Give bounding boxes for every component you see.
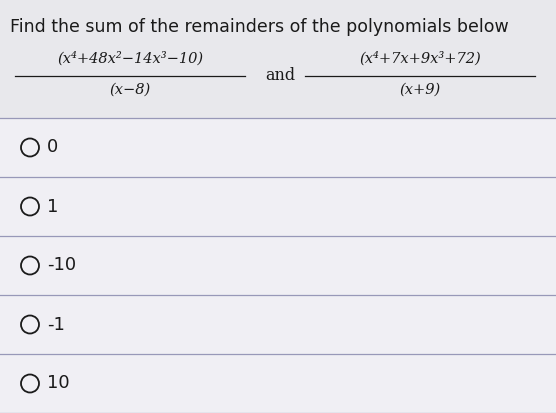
- Text: (x⁴+7x+9x³+72): (x⁴+7x+9x³+72): [359, 51, 481, 65]
- Text: 0: 0: [47, 138, 58, 157]
- Text: -10: -10: [47, 256, 76, 275]
- Bar: [0, 118, 556, 413]
- Text: and: and: [265, 67, 295, 85]
- Text: 10: 10: [47, 375, 70, 392]
- Text: (x−8): (x−8): [110, 83, 151, 97]
- Text: -1: -1: [47, 316, 65, 334]
- Text: 1: 1: [47, 197, 58, 216]
- Text: Find the sum of the remainders of the polynomials below: Find the sum of the remainders of the po…: [10, 18, 509, 36]
- Text: (x+9): (x+9): [399, 83, 440, 97]
- Text: (x⁴+48x²−14x³−10): (x⁴+48x²−14x³−10): [57, 51, 203, 65]
